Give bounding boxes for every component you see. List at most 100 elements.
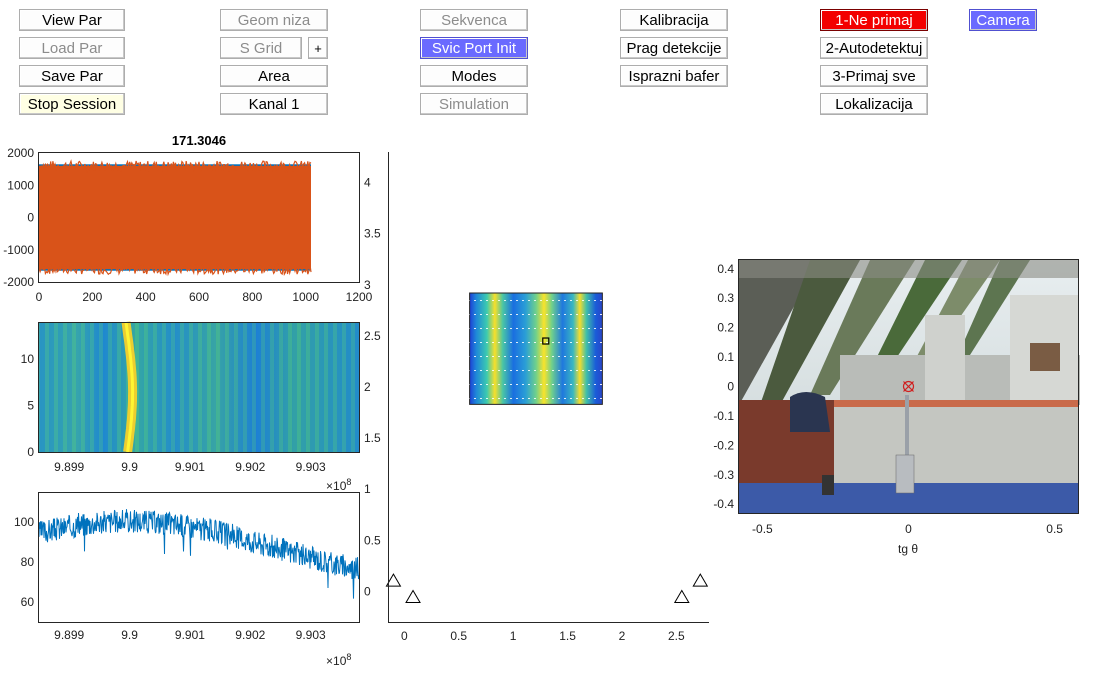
geom-niza-button[interactable]: Geom niza [220,9,328,31]
y-tick: 1.5 [364,431,381,445]
x-tick: 9.901 [175,628,205,642]
x-tick: 1 [510,629,517,643]
y-tick: 0.3 [717,291,734,305]
sekvenca-button[interactable]: Sekvenca [420,9,528,31]
y-tick: 80 [21,555,35,569]
sensor-marker [692,573,709,587]
localization-axes [388,152,709,623]
y-tick: 10 [21,352,35,366]
spectrum-y-ticks: 100 80 60 [14,515,34,609]
sensor-marker [673,589,690,603]
spectrogram-y-ticks: 10 5 0 [21,352,35,459]
time-signal-title: 171.3046 [172,133,226,148]
primaj-sve-button[interactable]: 3-Primaj sve [820,65,928,87]
x-tick: 9.901 [175,460,205,474]
svic-port-init-button[interactable]: Svic Port Init [420,37,528,59]
time-signal-y-ticks: 2000 1000 0 -1000 -2000 [3,146,34,289]
lokalizacija-button[interactable]: Lokalizacija [820,93,928,115]
y-tick: 1 [364,482,371,496]
area-button[interactable]: Area [220,65,328,87]
s-grid-button[interactable]: S Grid [220,37,302,59]
spectrum-axes [38,492,360,623]
map-x-ticks: 0 0.5 1 1.5 2 2.5 [401,629,685,643]
y-tick: -0.1 [713,409,734,423]
modes-button[interactable]: Modes [420,65,528,87]
spectrum-chart: 9.899 9.9 9.901 9.902 9.903 100 80 60 ×1… [14,492,360,668]
x-tick: 9.902 [235,460,265,474]
localization-heatmap [469,292,603,405]
y-tick: 0.2 [717,321,734,335]
spectrum-exponent: ×108 [326,652,351,668]
camera-y-ticks: 0.4 0.3 0.2 0.1 0 -0.1 -0.2 -0.3 -0.4 [713,262,734,511]
y-tick: 2.5 [364,329,381,343]
view-par-button[interactable]: View Par [19,9,125,31]
spectrogram-image [39,321,359,453]
sensor-marker [385,573,402,587]
y-tick: 100 [14,515,34,529]
stop-session-button[interactable]: Stop Session [19,93,125,115]
time-signal-area [38,159,312,277]
source-marker [542,337,550,345]
target-marker [902,380,915,393]
sensor-markers [385,573,709,603]
x-tick: 9.902 [235,628,265,642]
plus-button[interactable]: + [308,37,328,59]
x-tick: 0.5 [450,629,467,643]
y-tick: 0 [364,584,371,598]
spectrogram-axes [38,322,360,453]
y-tick: -0.3 [713,468,734,482]
y-tick: 0.4 [717,262,734,276]
signal-envelope [38,159,312,277]
y-tick: 0 [27,445,34,459]
time-signal-x-ticks: 0 200 400 600 800 1000 1200 [36,290,373,304]
x-tick: 9.903 [296,460,326,474]
localization-map: 0 0.5 1 1.5 2 2.5 4 3.5 3 2.5 2 1.5 1 0.… [364,152,709,643]
x-tick: 9.9 [121,628,138,642]
time-signal-chart: 171.3046 0 200 400 600 800 1000 1200 200… [3,133,373,304]
y-tick: 0 [727,380,734,394]
camera-x-label: tg θ [898,542,918,556]
y-tick: 0.5 [364,533,381,547]
save-par-button[interactable]: Save Par [19,65,125,87]
y-tick: 2 [364,380,371,394]
x-tick: 200 [82,290,102,304]
x-tick: 9.899 [54,628,84,642]
sensor-marker [405,589,421,603]
camera-button[interactable]: Camera [969,9,1037,31]
y-tick: 0.1 [717,350,734,364]
y-tick: 2000 [7,146,34,160]
spectrogram-ridge-core [124,321,135,453]
x-tick: 9.9 [121,460,138,474]
kanal-1-button[interactable]: Kanal 1 [220,93,328,115]
y-tick: 60 [21,595,35,609]
isprazni-bafer-button[interactable]: Isprazni bafer [620,65,728,87]
x-tick: 400 [136,290,156,304]
prag-detekcije-button[interactable]: Prag detekcije [620,37,728,59]
time-signal-axes [38,152,360,283]
x-tick: 0.5 [1046,522,1063,536]
spectrogram-x-ticks: 9.899 9.9 9.901 9.902 9.903 [54,460,326,474]
y-tick: 3 [364,278,371,292]
y-tick: -0.4 [713,497,734,511]
autodetektuj-button[interactable]: 2-Autodetektuj [820,37,928,59]
y-tick: -1000 [3,243,34,257]
y-tick: -2000 [3,275,34,289]
spectrum-x-ticks: 9.899 9.9 9.901 9.902 9.903 [54,628,326,642]
y-tick: 0 [27,211,34,225]
kalibracija-button[interactable]: Kalibracija [620,9,728,31]
x-tick: 600 [189,290,209,304]
camera-view-chart: -0.5 0 0.5 0.4 0.3 0.2 0.1 0 -0.1 -0.2 -… [713,259,1080,556]
ne-primaj-button[interactable]: 1-Ne primaj [820,9,928,31]
x-tick: 1000 [292,290,319,304]
y-tick: 1000 [7,178,34,192]
simulation-button[interactable]: Simulation [420,93,528,115]
x-tick: 2 [619,629,626,643]
y-tick: 3.5 [364,227,381,241]
x-tick: 1.5 [559,629,576,643]
x-tick: -0.5 [752,522,773,536]
x-tick: 0 [401,629,408,643]
load-par-button[interactable]: Load Par [19,37,125,59]
x-tick: 2.5 [668,629,685,643]
camera-axes [738,259,1079,514]
y-tick: 4 [364,176,371,190]
